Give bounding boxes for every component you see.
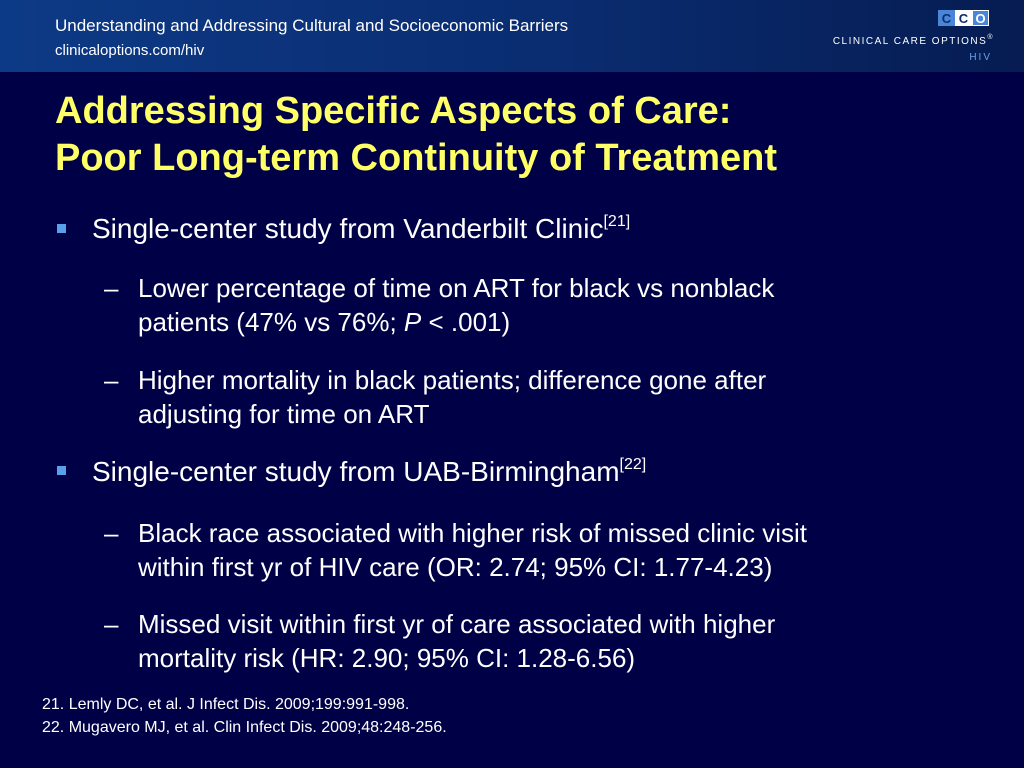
brand-trademark: ® — [987, 33, 994, 41]
header-bar: Understanding and Addressing Cultural an… — [0, 0, 1024, 72]
logo-letter-1: C — [938, 10, 955, 26]
sub-1-1-line2-italic: P — [403, 307, 422, 337]
dash-icon: – — [104, 365, 119, 395]
bullet-2: Single-center study from UAB-Birmingham[… — [92, 456, 646, 488]
bullet-1-text: Single-center study from Vanderbilt Clin… — [92, 213, 604, 244]
sub-2-1: Black race associated with higher risk o… — [138, 516, 807, 584]
sub-1-2-line1: Higher mortality in black patients; diff… — [138, 365, 767, 395]
slide-title-line2: Poor Long-term Continuity of Treatment — [55, 137, 777, 179]
bullet-1-ref: [21] — [603, 212, 631, 230]
slide-title-line1: Addressing Specific Aspects of Care: — [55, 90, 732, 132]
sub-1-1-line2: patients (47% vs 76%; P < .001) — [138, 305, 774, 339]
sub-2-1-line1: Black race associated with higher risk o… — [138, 518, 808, 548]
bullet-2-ref: [22] — [619, 455, 647, 473]
sub-1-1-line2-post: < .001) — [421, 307, 511, 337]
logo-letter-2: C — [955, 10, 972, 26]
bullet-1: Single-center study from Vanderbilt Clin… — [92, 213, 630, 245]
slide-title: Addressing Specific Aspects of Care: Poo… — [55, 88, 995, 182]
bullet-2-text: Single-center study from UAB-Birmingham — [92, 456, 620, 487]
logo-letter-3: O — [972, 10, 989, 26]
brand-name-text: CLINICAL CARE OPTIONS — [832, 36, 988, 47]
footnotes: 21. Lemly DC, et al. J Infect Dis. 2009;… — [42, 693, 447, 739]
footnote-21: 21. Lemly DC, et al. J Infect Dis. 2009;… — [42, 696, 410, 713]
brand-sub: HIV — [969, 52, 992, 63]
sub-2-2: Missed visit within first yr of care ass… — [138, 607, 775, 675]
sub-2-1-line2: within first yr of HIV care (OR: 2.74; 9… — [138, 552, 773, 582]
sub-1-1-line1: Lower percentage of time on ART for blac… — [138, 273, 775, 303]
dash-icon: – — [104, 273, 119, 303]
sub-2-2-line1: Missed visit within first yr of care ass… — [138, 609, 776, 639]
bullet-square-icon — [57, 466, 66, 475]
dash-icon: – — [104, 518, 119, 548]
dash-icon: – — [104, 609, 119, 639]
sub-1-2: Higher mortality in black patients; diff… — [138, 363, 766, 431]
footnote-22: 22. Mugavero MJ, et al. Clin Infect Dis.… — [42, 719, 447, 736]
sub-2-2-line2: mortality risk (HR: 2.90; 95% CI: 1.28-6… — [138, 643, 636, 673]
header-title: Understanding and Addressing Cultural an… — [55, 16, 569, 35]
brand-name: CLINICAL CARE OPTIONS® — [832, 33, 994, 47]
header-url: clinicaloptions.com/hiv — [55, 42, 205, 59]
bullet-square-icon — [57, 224, 66, 233]
sub-1-1-line2-pre: patients (47% vs 76%; — [138, 307, 404, 337]
sub-1-2-line2: adjusting for time on ART — [138, 399, 430, 429]
sub-1-1: Lower percentage of time on ART for blac… — [138, 271, 774, 339]
cco-logo: C C O — [938, 10, 990, 26]
